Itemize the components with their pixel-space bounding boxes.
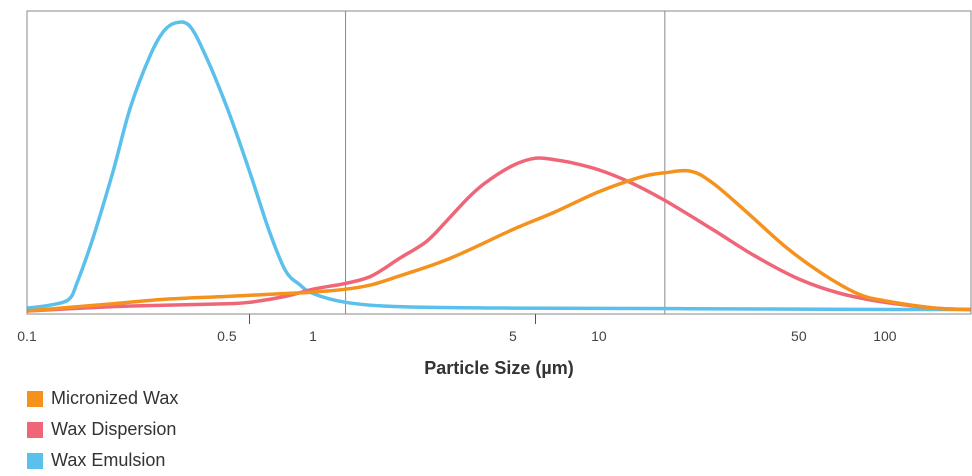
series-layer xyxy=(26,20,972,313)
legend-item-wax-dispersion: Wax Dispersion xyxy=(27,414,178,445)
legend-item-micronized-wax: Micronized Wax xyxy=(27,383,178,414)
plot-border xyxy=(26,10,972,315)
particle-size-chart: 0.1 0.5 1 5 10 50 100 Particle Size (µm) xyxy=(17,10,972,378)
series-line-micronized-wax xyxy=(26,168,972,313)
series-line-wax-dispersion xyxy=(26,156,972,313)
legend-swatch xyxy=(27,390,43,407)
x-tick-label-100: 100 xyxy=(873,328,897,344)
legend: Micronized Wax Wax Dispersion Wax Emulsion xyxy=(27,383,178,476)
x-tick-label-0.5: 0.5 xyxy=(217,328,237,344)
x-tick-label-10: 10 xyxy=(591,328,607,344)
x-tick-label-1: 1 xyxy=(309,328,317,344)
x-tick-label-5: 5 xyxy=(509,328,517,344)
series-line-wax-emulsion xyxy=(26,20,972,312)
tick-layer: 0.1 0.5 1 5 10 50 100 xyxy=(17,314,897,344)
x-axis-title: Particle Size (µm) xyxy=(424,358,573,378)
x-tick-label-0.1: 0.1 xyxy=(17,328,37,344)
legend-label: Wax Emulsion xyxy=(51,450,166,470)
legend-swatch xyxy=(27,421,43,438)
grid-layer xyxy=(345,11,666,314)
legend-label: Micronized Wax xyxy=(51,388,179,408)
legend-swatch xyxy=(27,452,43,469)
x-tick-label-50: 50 xyxy=(791,328,807,344)
legend-label: Wax Dispersion xyxy=(51,419,177,439)
legend-item-wax-emulsion: Wax Emulsion xyxy=(27,445,178,476)
